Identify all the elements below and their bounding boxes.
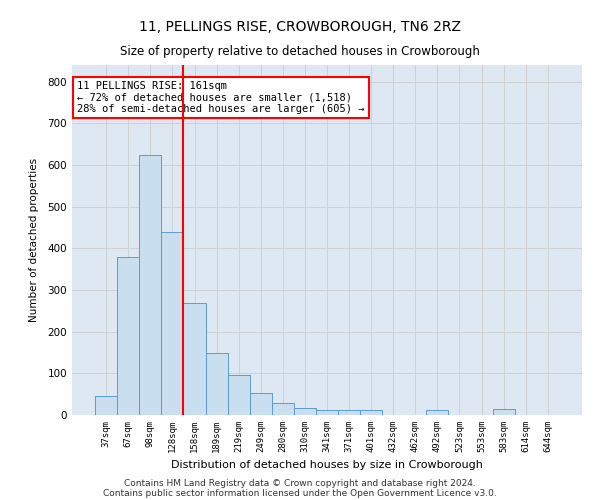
Bar [360, 410, 382, 415]
Bar [117, 256, 139, 415]
Bar [95, 396, 117, 415]
Bar [493, 409, 515, 415]
Bar [427, 410, 448, 415]
Text: 11 PELLINGS RISE: 161sqm
← 72% of detached houses are smaller (1,518)
28% of sem: 11 PELLINGS RISE: 161sqm ← 72% of detach… [77, 80, 365, 114]
Bar [139, 154, 161, 415]
Text: Contains public sector information licensed under the Open Government Licence v3: Contains public sector information licen… [103, 488, 497, 498]
Bar [184, 304, 206, 415]
Text: Contains HM Land Registry data © Crown copyright and database right 2024.: Contains HM Land Registry data © Crown c… [124, 478, 476, 488]
Bar [227, 376, 250, 415]
Bar [272, 402, 294, 415]
Bar [206, 352, 227, 415]
Bar [316, 410, 338, 415]
Bar [294, 408, 316, 415]
Y-axis label: Number of detached properties: Number of detached properties [29, 158, 39, 322]
X-axis label: Distribution of detached houses by size in Crowborough: Distribution of detached houses by size … [171, 460, 483, 470]
Bar [338, 410, 360, 415]
Text: Size of property relative to detached houses in Crowborough: Size of property relative to detached ho… [120, 45, 480, 58]
Text: 11, PELLINGS RISE, CROWBOROUGH, TN6 2RZ: 11, PELLINGS RISE, CROWBOROUGH, TN6 2RZ [139, 20, 461, 34]
Bar [161, 232, 184, 415]
Bar [250, 394, 272, 415]
